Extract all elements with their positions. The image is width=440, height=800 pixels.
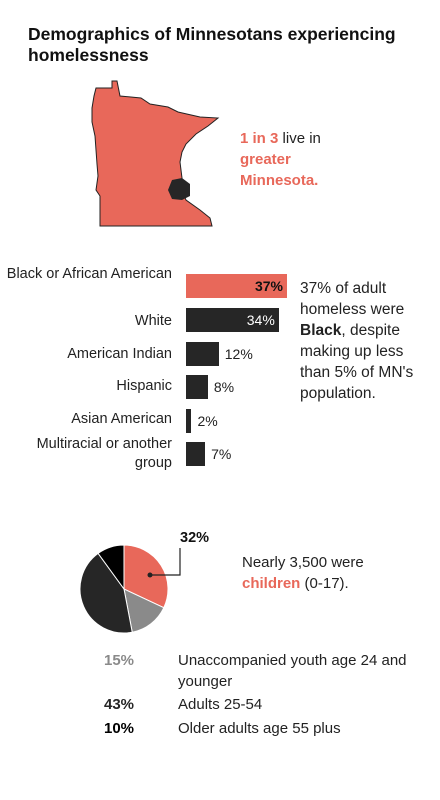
bar [186, 442, 206, 466]
map-region: greater Minnesota. [240, 151, 319, 189]
map-text-mid: live in [278, 130, 321, 147]
map-stat: 1 in 3 [240, 130, 279, 147]
pie-note: Nearly 3,500 were children (0-17). [242, 552, 412, 594]
note-part1: 37% of adult homeless were [300, 280, 405, 318]
bar [186, 375, 208, 399]
bar [186, 308, 279, 332]
pie-note-part2: (0-17). [300, 575, 349, 592]
bar-label: Black or African American [6, 266, 172, 282]
pie-note-part1: Nearly 3,500 were [242, 554, 364, 571]
bar [186, 409, 192, 433]
pie-slice [79, 552, 133, 634]
minnesota-map [91, 80, 220, 227]
page-title: Demographics of Minnesotans experiencing… [28, 24, 396, 65]
pie-note-highlight: children [242, 575, 301, 592]
twin-cities-metro-region [168, 178, 190, 200]
bar-value-label: 2% [197, 413, 218, 429]
pie-slice [97, 544, 125, 591]
legend-label: Adults 25-54 [178, 696, 263, 713]
bar-value-label: 12% [224, 346, 253, 362]
pie-slice [123, 544, 169, 609]
bar-label: White [134, 313, 172, 329]
bar-label: American Indian [67, 346, 172, 362]
bar-label: Multiracial or another group [36, 436, 172, 471]
pie-chart [79, 544, 169, 634]
bar-value-label: 34% [246, 312, 275, 328]
note-bold: Black [300, 322, 342, 339]
note-part2: , despite making up less than 5% of MN's… [300, 322, 414, 402]
callout-line [150, 548, 181, 576]
legend-label: Unaccompanied youth age 24 and younger [178, 652, 407, 690]
bar-label: Hispanic [116, 378, 172, 394]
bar-value-label: 37% [254, 278, 283, 294]
legend-pct: 10% [104, 720, 135, 737]
bar-value-label: 8% [213, 379, 235, 395]
legend-pct: 15% [104, 652, 135, 669]
map-caption: 1 in 3 live in greater Minnesota. [240, 128, 370, 191]
bar-chart-note: 37% of adult homeless were Black, despit… [300, 278, 420, 404]
pie-callout-label: 32% [180, 530, 210, 546]
legend-label: Older adults age 55 plus [178, 720, 341, 737]
bar [186, 342, 219, 366]
bar-value-label: 7% [211, 446, 232, 462]
legend-pct: 43% [104, 696, 135, 713]
bar-label: Asian American [71, 411, 172, 427]
bar [186, 274, 287, 298]
